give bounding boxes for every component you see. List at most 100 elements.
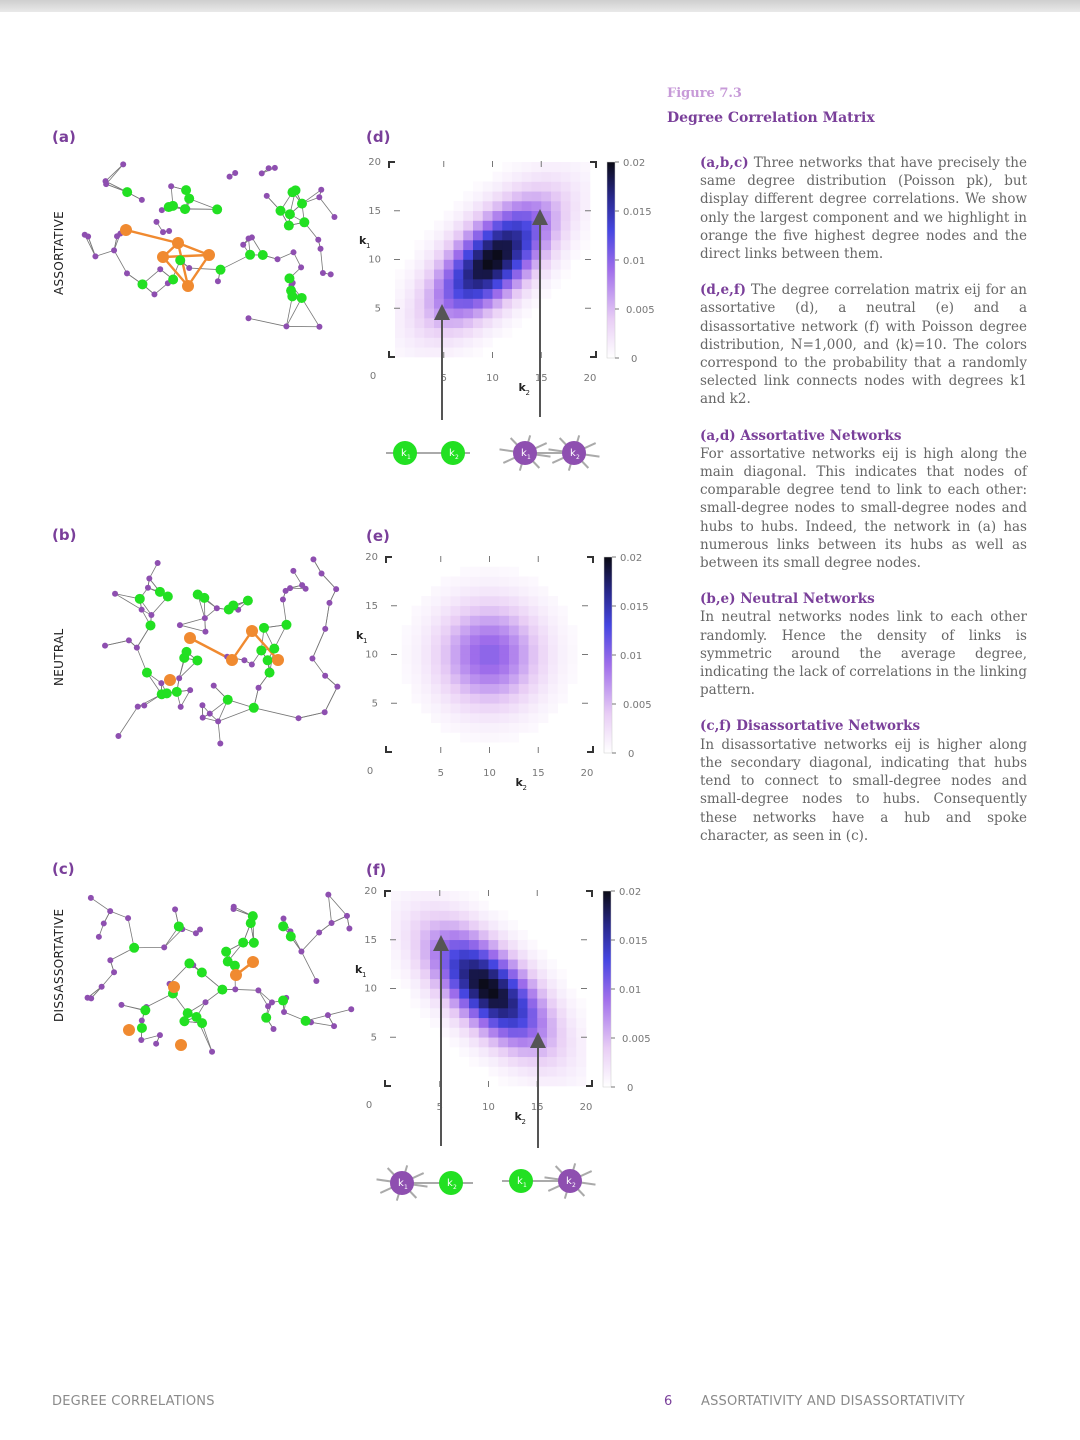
heatmap-cell	[414, 318, 425, 329]
heatmap-cell	[560, 201, 571, 212]
heatmap-cell	[488, 920, 499, 931]
heatmap-cell	[528, 586, 539, 597]
caption-head-1: (a,b,c)	[700, 155, 749, 171]
heatmap-cell	[547, 1066, 558, 1077]
heatmap-cell	[431, 664, 442, 675]
heatmap-cell	[434, 220, 445, 231]
node-small	[325, 891, 332, 898]
node-label: k	[521, 448, 527, 459]
heatmap-cell	[560, 162, 571, 173]
panel-label-c: (c)	[52, 860, 75, 878]
heatmap-cell	[430, 998, 441, 1009]
heatmap-cell	[414, 279, 425, 290]
heatmap-cell	[404, 298, 415, 309]
node-medium	[191, 1012, 202, 1023]
heatmap-cell	[401, 664, 412, 675]
node-medium	[134, 593, 145, 604]
x-tick-label: 15	[535, 373, 548, 384]
heatmap-cell	[489, 732, 500, 743]
heatmap-cell	[469, 988, 480, 999]
heatmap-cell	[395, 269, 406, 280]
heatmap-cell	[470, 674, 481, 685]
heatmap-cell	[411, 615, 422, 626]
node-medium	[179, 204, 190, 215]
heatmap-cell	[459, 891, 470, 902]
heatmap-cell	[431, 625, 442, 636]
heatmap-cell	[440, 654, 451, 665]
heatmap-cell	[459, 978, 470, 989]
node-medium	[300, 1015, 311, 1026]
node-label-sub: 1	[407, 454, 411, 461]
heatmap-cell	[567, 664, 578, 675]
heatmap-cell	[521, 269, 532, 280]
node-small	[186, 265, 193, 272]
heatmap-cell	[576, 1076, 587, 1087]
heatmap-cell	[541, 230, 552, 241]
heatmap-cell	[410, 910, 421, 921]
heatmap-cell	[517, 978, 528, 989]
heatmap-cell	[489, 605, 500, 616]
heatmap-cell	[528, 605, 539, 616]
heatmap-cell	[463, 191, 474, 202]
heatmap-cell	[411, 693, 422, 704]
colorbar-tick-label: 0.005	[626, 305, 655, 316]
heatmap-cell	[453, 288, 464, 299]
heatmap-cell	[431, 693, 442, 704]
network-neutral	[102, 556, 341, 747]
heatmap-cell	[450, 615, 461, 626]
heatmap-cell	[443, 210, 454, 221]
node-small	[315, 236, 322, 243]
heatmap-cell	[488, 969, 499, 980]
network-link	[110, 910, 129, 919]
heatmap-cell	[528, 664, 539, 675]
node-hub	[157, 251, 169, 263]
heatmap-cell	[431, 586, 442, 597]
heatmap-cell	[482, 201, 493, 212]
node-hub	[123, 1024, 135, 1036]
heatmap-cell	[512, 259, 523, 270]
node-medium	[269, 643, 280, 654]
heatmap-cell	[463, 269, 474, 280]
node-small	[123, 270, 130, 277]
heatmap-cell	[557, 644, 568, 655]
heatmap-cell	[440, 625, 451, 636]
heatmap-cell	[499, 566, 510, 577]
heatmap-cell	[460, 693, 471, 704]
network-disassortative	[84, 891, 355, 1055]
y-tick-label: 15	[365, 601, 378, 612]
heatmap-cell	[548, 674, 559, 685]
heatmap-cell	[576, 1047, 587, 1058]
heatmap-cell	[548, 615, 559, 626]
heatmap-cell	[469, 930, 480, 941]
heatmap-cell	[473, 327, 484, 338]
heatmap-cell	[459, 1017, 470, 1028]
node-small	[166, 227, 173, 234]
node-small	[271, 164, 278, 171]
heatmap-cell	[580, 201, 591, 212]
node-small	[245, 315, 252, 322]
heatmap-cell	[551, 162, 562, 173]
heatmap-cell	[459, 1037, 470, 1048]
heatmap-cell	[450, 654, 461, 665]
heatmap-cell	[541, 269, 552, 280]
heatmap-cell	[482, 337, 493, 348]
node-hub	[175, 1039, 187, 1051]
heatmap-cell	[492, 230, 503, 241]
node-small	[87, 894, 94, 901]
heatmap-cell	[556, 998, 567, 1009]
heatmap-cell	[473, 308, 484, 319]
heatmap-cell	[470, 703, 481, 714]
node-medium	[286, 285, 297, 296]
heatmap-cell	[440, 576, 451, 587]
heatmap-cell	[400, 978, 411, 989]
panel-label-e: (e)	[366, 527, 390, 545]
heatmap-cell	[566, 998, 577, 1009]
corner-bracket	[384, 1080, 391, 1087]
node-medium	[297, 198, 308, 209]
heatmap-cell	[557, 625, 568, 636]
node-label-sub: 2	[453, 1184, 457, 1191]
heatmap-cell	[547, 998, 558, 1009]
heatmap-cell	[508, 1027, 519, 1038]
heatmap-cell	[482, 220, 493, 231]
